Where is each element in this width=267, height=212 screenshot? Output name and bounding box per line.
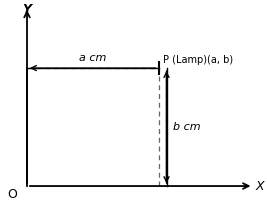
Text: P (Lamp)(a, b): P (Lamp)(a, b) bbox=[163, 55, 233, 65]
Text: b cm: b cm bbox=[173, 122, 201, 132]
Text: Y: Y bbox=[22, 3, 32, 16]
Text: X: X bbox=[256, 180, 265, 192]
Text: O: O bbox=[7, 188, 17, 201]
Text: a cm: a cm bbox=[79, 53, 107, 63]
